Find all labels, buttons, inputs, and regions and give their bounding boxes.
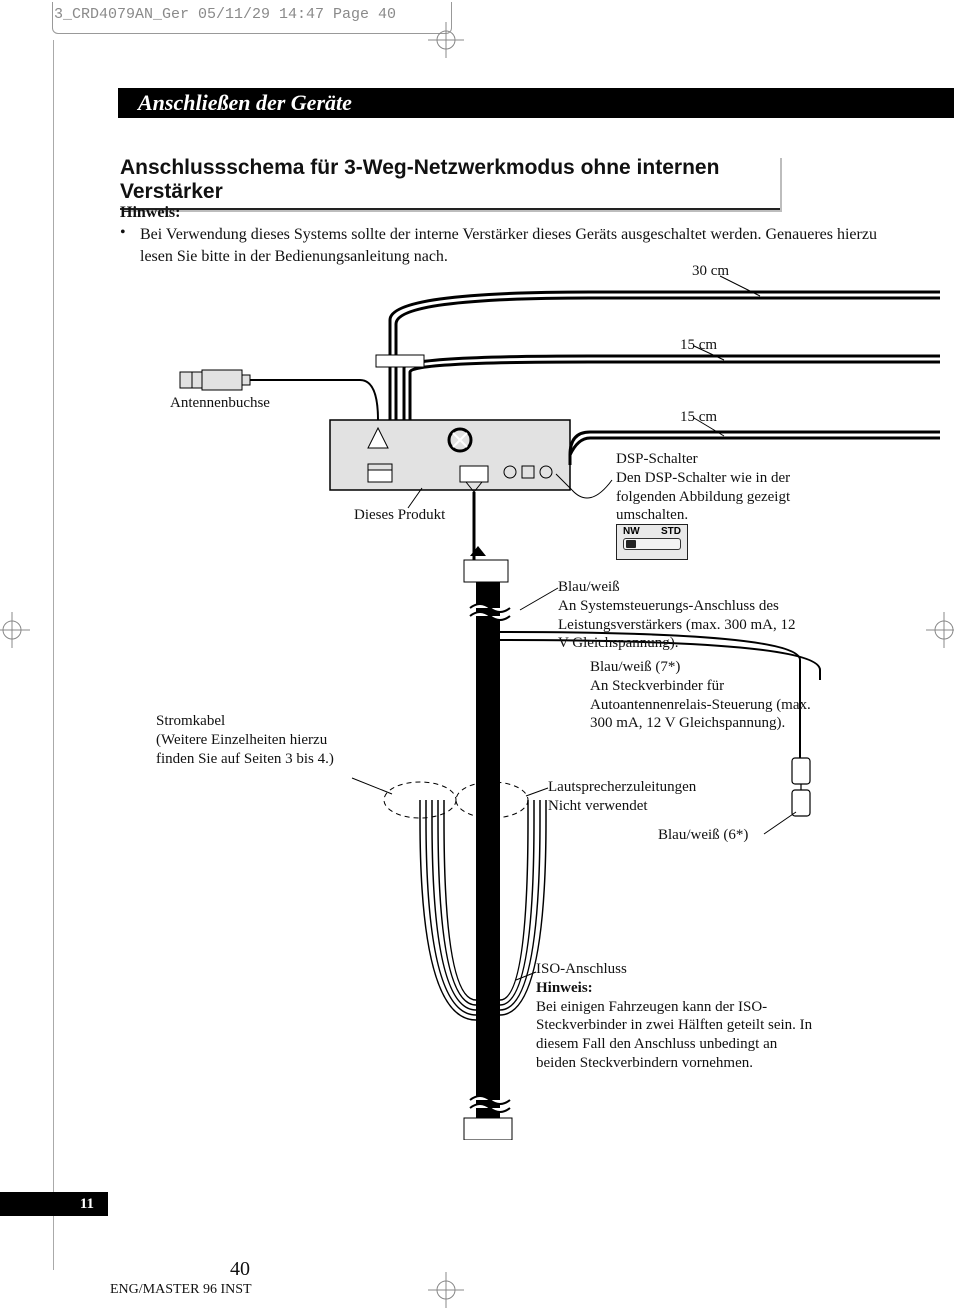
dsp-title: DSP-Schalter	[616, 451, 698, 467]
registration-mark-left	[0, 612, 30, 648]
label-15cm-b: 15 cm	[680, 408, 717, 427]
print-slug: 3_CRD4079AN_Ger 05/11/29 14:47 Page 40	[54, 6, 396, 23]
label-30cm: 30 cm	[692, 262, 729, 281]
label-product: Dieses Produkt	[354, 506, 445, 525]
registration-mark-top	[428, 22, 464, 58]
label-antenna: Antennenbuchse	[170, 394, 270, 413]
speakers-title: Lautsprecherzuleitungen	[548, 779, 696, 795]
section-title-bar: Anschließen der Geräte	[118, 88, 954, 118]
page-number: 11	[80, 1196, 94, 1213]
dsp-switch-graphic: NW STD	[616, 524, 688, 560]
dsp-desc: Den DSP-Schalter wie in der folgenden Ab…	[616, 470, 790, 524]
bw1-title: Blau/weiß	[558, 579, 620, 595]
wiring-diagram: 30 cm 15 cm 15 cm Antennenbuchse Dieses …	[120, 260, 940, 1140]
label-bw6: Blau/weiß (6*)	[658, 826, 748, 845]
label-speakers: Lautsprecherzuleitungen Nicht verwendet	[548, 778, 748, 816]
iso-title: ISO-Anschluss	[536, 961, 627, 977]
speakers-desc: Nicht verwendet	[548, 798, 648, 814]
crop-line-left	[53, 40, 54, 1270]
section-title: Anschließen der Geräte	[138, 90, 352, 116]
label-bw1: Blau/weiß An Systemsteuerungs-Anschluss …	[558, 578, 808, 653]
bw7-desc: An Steckverbinder für Autoantennenrelais…	[590, 678, 811, 732]
subheading: Anschlussschema für 3-Weg-Netzwerkmodus …	[120, 156, 780, 210]
power-title: Stromkabel	[156, 713, 225, 729]
note-block: Hinweis: • Bei Verwendung dieses Systems…	[120, 204, 880, 267]
power-desc: (Weitere Einzelheiten hierzu finden Sie …	[156, 732, 334, 767]
switch-nw-label: NW	[623, 526, 640, 537]
switch-std-label: STD	[661, 526, 681, 537]
label-bw7: Blau/weiß (7*) An Steckverbinder für Aut…	[590, 658, 820, 733]
note-label: Hinweis:	[120, 204, 880, 222]
label-iso: ISO-Anschluss Hinweis: Bei einigen Fahrz…	[536, 960, 816, 1073]
bw7-title: Blau/weiß (7*)	[590, 659, 680, 675]
footer-text: ENG/MASTER 96 INST	[110, 1282, 252, 1298]
bw1-desc: An Systemsteuerungs-Anschluss des Leistu…	[558, 598, 795, 652]
page-number-tab: 11	[0, 1192, 108, 1216]
label-power: Stromkabel (Weitere Einzelheiten hierzu …	[156, 712, 366, 768]
footer-page-number: 40	[230, 1258, 250, 1281]
iso-note-text: Bei einigen Fahrzeugen kann der ISO-Stec…	[536, 999, 812, 1071]
label-15cm-a: 15 cm	[680, 336, 717, 355]
iso-note-label: Hinweis:	[536, 980, 593, 996]
registration-mark-bottom	[428, 1272, 464, 1308]
label-dsp: DSP-Schalter Den DSP-Schalter wie in der…	[616, 450, 816, 525]
